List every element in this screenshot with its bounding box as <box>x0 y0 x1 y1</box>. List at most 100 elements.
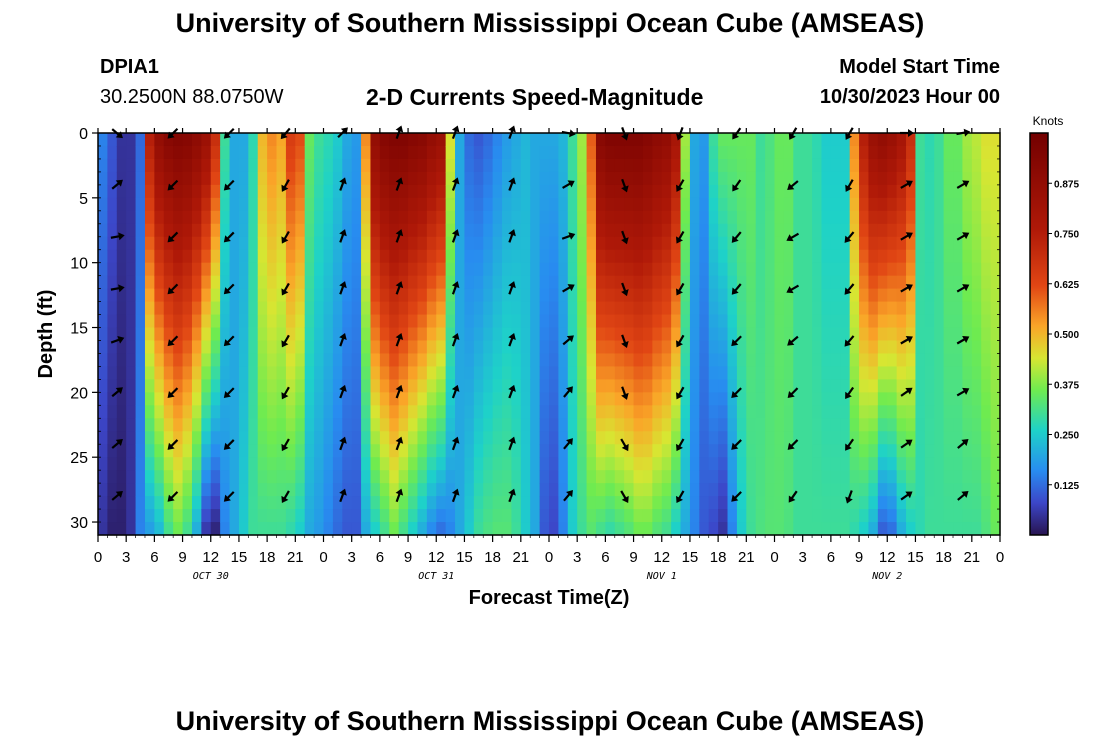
heatmap-cell <box>398 431 409 445</box>
heatmap-cell <box>370 509 381 523</box>
heatmap-cell <box>455 457 466 471</box>
heatmap-cell <box>426 496 437 510</box>
heatmap-cell <box>896 470 907 484</box>
heatmap-cell <box>323 223 334 238</box>
heatmap-cell <box>614 301 625 316</box>
heatmap-cell <box>417 262 428 277</box>
heatmap-cell <box>502 509 513 523</box>
heatmap-cell <box>144 197 155 212</box>
heatmap-cell <box>201 470 212 484</box>
heatmap-cell <box>408 470 419 484</box>
heatmap-cell <box>689 223 700 238</box>
heatmap-cell <box>953 145 964 160</box>
heatmap-cell <box>361 444 372 458</box>
heatmap-cell <box>802 158 813 173</box>
heatmap-cell <box>633 496 644 510</box>
heatmap-cell <box>126 133 137 147</box>
heatmap-cell <box>539 457 550 471</box>
heatmap-cell <box>586 223 597 238</box>
heatmap-cell <box>652 145 663 160</box>
heatmap-cell <box>671 431 682 445</box>
heatmap-cell <box>98 483 108 497</box>
heatmap-cell <box>765 262 776 277</box>
heatmap-cell <box>567 444 578 458</box>
heatmap-cell <box>267 366 278 380</box>
heatmap-cell <box>821 314 832 329</box>
heatmap-cell <box>924 133 935 147</box>
heatmap-cell <box>793 145 804 160</box>
heatmap-cell <box>323 379 334 393</box>
heatmap-cell <box>624 223 635 238</box>
heatmap-cell <box>549 496 559 510</box>
heatmap-cell <box>605 197 616 212</box>
heatmap-cell <box>323 171 334 186</box>
heatmap-cell <box>981 392 992 406</box>
heatmap-cell <box>116 496 127 510</box>
heatmap-cell <box>586 405 597 419</box>
heatmap-cell <box>314 353 325 368</box>
heatmap-cell <box>624 379 635 393</box>
heatmap-cell <box>840 210 851 225</box>
heatmap-cell <box>896 522 907 536</box>
heatmap-cell <box>633 470 644 484</box>
heatmap-cell <box>652 223 663 238</box>
heatmap-cell <box>436 210 447 225</box>
heatmap-cell <box>896 133 907 147</box>
heatmap-cell <box>323 444 334 458</box>
heatmap-cell <box>755 184 766 199</box>
heatmap-cell <box>971 145 982 160</box>
heatmap-cell <box>144 301 155 316</box>
heatmap-cell <box>361 483 372 497</box>
heatmap-cell <box>539 379 550 393</box>
heatmap-cell <box>549 223 559 238</box>
heatmap-cell <box>116 184 127 199</box>
heatmap-cell <box>210 392 221 406</box>
heatmap-cell <box>464 366 475 380</box>
heatmap-cell <box>173 288 184 303</box>
heatmap-cell <box>830 353 841 368</box>
heatmap-cell <box>144 457 155 471</box>
heatmap-cell <box>154 457 165 471</box>
heatmap-cell <box>605 522 616 536</box>
heatmap-cell <box>285 288 296 303</box>
heatmap-cell <box>530 184 541 199</box>
y-tick-label: 25 <box>70 450 88 467</box>
heatmap-cell <box>821 236 832 251</box>
heatmap-cell <box>577 366 588 380</box>
heatmap-cell <box>774 405 785 419</box>
heatmap-cell <box>934 327 945 342</box>
heatmap-cell <box>718 444 729 458</box>
current-arrow <box>508 229 516 243</box>
heatmap-cell <box>539 483 550 497</box>
heatmap-cell <box>238 327 249 342</box>
heatmap-cell <box>173 314 184 329</box>
heatmap-cell <box>492 470 503 484</box>
heatmap-cell <box>389 301 400 316</box>
heatmap-cell <box>492 483 503 497</box>
heatmap-cell <box>483 418 494 432</box>
heatmap-cell <box>314 249 325 264</box>
heatmap-cell <box>727 470 738 484</box>
heatmap-cell <box>163 171 174 186</box>
heatmap-cell <box>144 158 155 173</box>
heatmap-cell <box>915 288 926 303</box>
heatmap-cell <box>107 379 118 393</box>
heatmap-cell <box>389 457 400 471</box>
heatmap-cell <box>257 327 268 342</box>
heatmap-cell <box>633 522 644 536</box>
heatmap-cell <box>830 301 841 316</box>
heatmap-cell <box>755 457 766 471</box>
heatmap-cell <box>492 340 503 355</box>
heatmap-cell <box>680 223 691 238</box>
heatmap-cell <box>276 145 287 160</box>
heatmap-cell <box>285 522 296 536</box>
heatmap-cell <box>605 288 616 303</box>
current-arrow <box>110 284 125 293</box>
heatmap-cell <box>868 236 879 251</box>
heatmap-cell <box>417 496 428 510</box>
heatmap-cell <box>98 509 108 523</box>
heatmap-cell <box>755 145 766 160</box>
heatmap-cell <box>915 405 926 419</box>
heatmap-cell <box>332 340 343 355</box>
heatmap-cell <box>962 197 973 212</box>
